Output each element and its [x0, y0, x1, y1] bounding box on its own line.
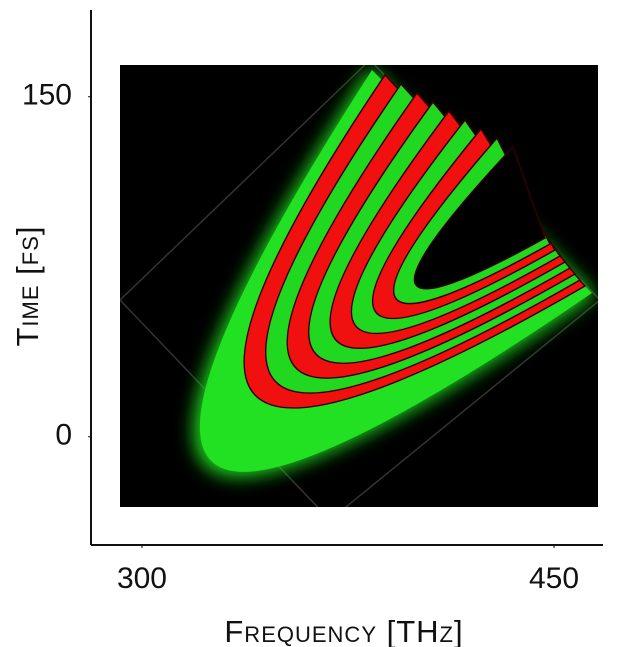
fringe — [413, 145, 546, 290]
y-tick-label: 0 — [55, 419, 72, 452]
x-axis-label: Frequency [THz] — [224, 614, 463, 647]
y-axis-label: Time [fs] — [10, 226, 45, 347]
plot-image — [120, 65, 598, 507]
y-tick-label: 150 — [22, 79, 72, 112]
x-tick-label: 450 — [529, 562, 579, 595]
x-tick-label: 300 — [117, 562, 167, 595]
